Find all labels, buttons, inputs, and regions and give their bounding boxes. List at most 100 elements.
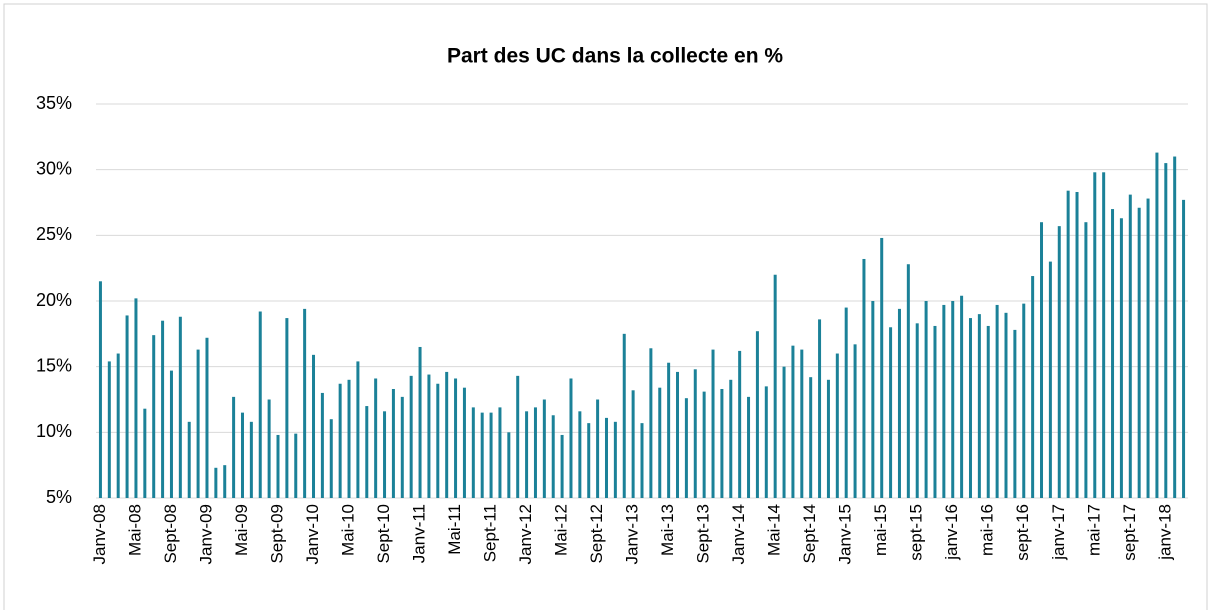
- bar: [383, 411, 387, 498]
- x-tick-label: Sept-14: [800, 504, 819, 564]
- bar: [818, 319, 822, 498]
- x-tick-label: Mai-08: [125, 504, 144, 556]
- bar: [622, 333, 626, 498]
- x-tick-label: Mai-12: [552, 504, 571, 556]
- x-tick-label: Mai-14: [765, 504, 784, 556]
- bar: [365, 406, 369, 498]
- bar: [897, 308, 901, 498]
- bar: [889, 327, 893, 498]
- x-tick-label: mai-16: [978, 504, 997, 556]
- bar: [312, 354, 316, 498]
- bar: [1173, 156, 1177, 499]
- bar: [844, 307, 848, 498]
- bar: [1146, 198, 1150, 498]
- x-tick-label: Mai-11: [445, 504, 464, 555]
- x-tick-label: mai-15: [871, 504, 890, 556]
- bar: [791, 345, 795, 498]
- bar: [249, 421, 253, 498]
- bar: [391, 388, 395, 498]
- bar: [640, 423, 644, 498]
- bar: [986, 325, 990, 498]
- bar: [1111, 209, 1115, 499]
- bar: [1084, 222, 1088, 498]
- bar: [1182, 199, 1186, 498]
- bar: [764, 386, 768, 498]
- bar: [702, 391, 706, 498]
- x-tick-label: Sept-13: [694, 504, 713, 564]
- x-tick-label: Janv-10: [303, 504, 322, 564]
- bar: [400, 396, 404, 498]
- chart-frame: [3, 3, 1208, 610]
- bar: [871, 301, 875, 498]
- bar: [906, 264, 910, 498]
- bar: [604, 417, 608, 498]
- bar: [427, 374, 431, 498]
- bar: [747, 396, 751, 498]
- bar: [187, 421, 191, 498]
- bar: [267, 399, 271, 498]
- bar: [329, 419, 333, 498]
- bar: [1040, 222, 1044, 498]
- bar: [631, 390, 635, 498]
- x-tick-label: mai-17: [1084, 504, 1103, 556]
- bar: [676, 371, 680, 498]
- x-tick-label: Janv-15: [836, 504, 855, 564]
- x-tick-label: Sept-09: [267, 504, 286, 564]
- bar: [960, 295, 964, 498]
- bar: [1022, 303, 1026, 498]
- bar: [693, 369, 697, 498]
- x-tick-label: Janv-09: [196, 504, 215, 564]
- x-tick-label: sept-16: [1013, 504, 1032, 561]
- bar: [1013, 329, 1017, 498]
- bar: [454, 378, 458, 498]
- x-tick-label: Janv-14: [729, 504, 748, 564]
- x-tick-label: Mai-10: [339, 504, 358, 556]
- bar: [924, 301, 928, 498]
- bar: [276, 434, 280, 498]
- bar: [320, 392, 324, 498]
- y-tick-label: 30%: [36, 158, 72, 178]
- bar: [684, 398, 688, 498]
- x-tick-label: Mai-13: [658, 504, 677, 556]
- bar: [134, 298, 138, 498]
- bar: [720, 388, 724, 498]
- bar: [347, 379, 351, 498]
- bar: [223, 465, 227, 498]
- bar: [711, 349, 715, 498]
- bar: [1066, 190, 1070, 498]
- bar: [596, 399, 600, 498]
- x-tick-label: Janv-12: [516, 504, 535, 564]
- x-tick-label: janv-17: [1049, 504, 1068, 561]
- bar: [560, 434, 564, 498]
- bar: [516, 375, 520, 498]
- bar: [525, 411, 529, 498]
- bar: [1119, 218, 1123, 498]
- x-tick-label: Mai-09: [232, 504, 251, 556]
- bar: [995, 304, 999, 498]
- bar: [178, 316, 182, 498]
- bar: [294, 433, 298, 498]
- bar: [835, 353, 839, 498]
- bar: [800, 349, 804, 498]
- bar: [977, 314, 981, 498]
- bar: [98, 281, 102, 498]
- bar: [738, 350, 742, 498]
- bar: [729, 379, 733, 498]
- y-tick-label: 35%: [36, 93, 72, 113]
- bar: [258, 311, 262, 498]
- bar: [409, 375, 413, 498]
- bar: [809, 377, 813, 498]
- x-tick-label: janv-16: [942, 504, 961, 561]
- bar: [143, 408, 147, 498]
- bar: [1093, 172, 1097, 498]
- bar: [968, 318, 972, 498]
- x-tick-label: sept-17: [1120, 504, 1139, 561]
- y-tick-label: 25%: [36, 224, 72, 244]
- bar: [915, 323, 919, 498]
- bar: [942, 304, 946, 498]
- bar: [240, 412, 244, 498]
- y-tick-label: 20%: [36, 290, 72, 310]
- bar: [285, 318, 289, 498]
- bar: [303, 308, 307, 498]
- x-tick-label: Sept-10: [374, 504, 393, 564]
